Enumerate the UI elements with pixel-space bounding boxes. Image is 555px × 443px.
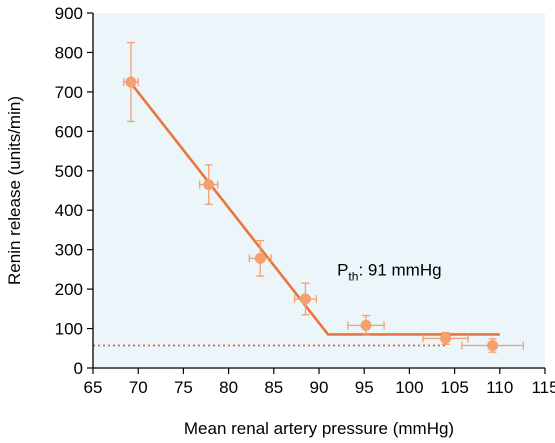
x-tick-label: 75 — [174, 378, 193, 397]
x-tick-label: 105 — [440, 378, 468, 397]
x-tick-label: 70 — [129, 378, 148, 397]
data-point — [125, 76, 137, 88]
x-tick-label: 90 — [310, 378, 329, 397]
y-axis-label: Renin release (units/min) — [5, 96, 24, 285]
y-tick-label: 0 — [74, 359, 83, 378]
y-tick-label: 900 — [55, 4, 83, 23]
x-tick-label: 115 — [531, 378, 555, 397]
data-point — [203, 179, 215, 191]
y-tick-label: 600 — [55, 122, 83, 141]
x-axis-label: Mean renal artery pressure (mmHg) — [184, 419, 454, 438]
data-point — [299, 293, 311, 305]
y-tick-label: 500 — [55, 162, 83, 181]
data-point — [487, 340, 499, 352]
plot-area — [93, 13, 545, 368]
threshold-annotation: Pth: 91 mmHg — [337, 260, 442, 283]
annotation-rest: : 91 mmHg — [358, 260, 441, 279]
x-tick-label: 85 — [264, 378, 283, 397]
y-tick-label: 300 — [55, 241, 83, 260]
annotation-subscript: th — [348, 269, 358, 283]
annotation-main: P — [337, 260, 348, 279]
x-tick-label: 65 — [84, 378, 103, 397]
x-tick-label: 110 — [486, 378, 513, 397]
x-tick-label: 80 — [219, 378, 238, 397]
y-tick-label: 400 — [55, 201, 83, 220]
data-point — [440, 332, 452, 344]
data-point — [360, 319, 372, 331]
y-tick-label: 100 — [55, 320, 83, 339]
x-tick-label: 100 — [395, 378, 423, 397]
y-tick-label: 200 — [55, 280, 83, 299]
y-tick-label: 800 — [55, 43, 83, 62]
y-tick-label: 700 — [55, 83, 83, 102]
x-tick-label: 95 — [355, 378, 374, 397]
data-point — [254, 252, 266, 264]
